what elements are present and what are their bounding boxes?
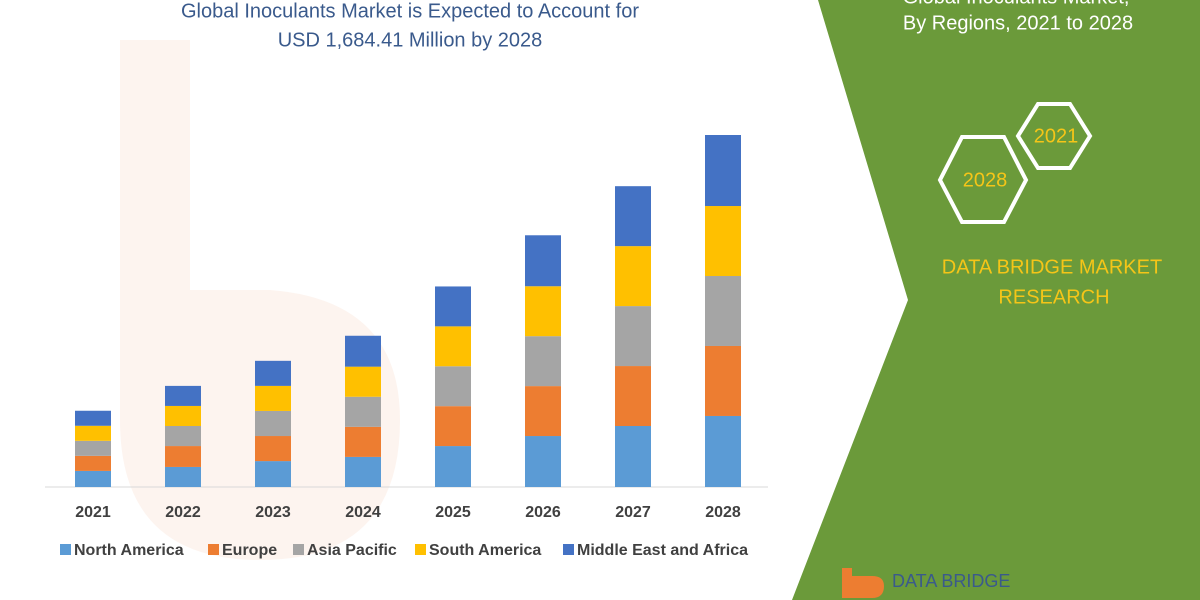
bar-segment (165, 446, 201, 467)
bar-segment (345, 456, 381, 487)
bar-segment (525, 336, 561, 387)
bar-segment (255, 385, 291, 411)
legend-swatch (208, 544, 219, 555)
bar-segment (345, 396, 381, 427)
hexagon (937, 135, 1029, 224)
legend-label: North America (74, 542, 184, 559)
bar-segment (705, 276, 741, 346)
bar-segment (165, 405, 201, 427)
bar-segment (525, 286, 561, 337)
bar-segment (345, 366, 381, 397)
bar-segment (615, 186, 651, 247)
x-tick-label: 2026 (525, 504, 561, 521)
bar-segment (705, 415, 741, 487)
brand-text: RESEARCH (998, 286, 1109, 308)
legend-label: Asia Pacific (307, 542, 397, 559)
legend-label: South America (429, 542, 541, 559)
bar-segment (525, 386, 561, 437)
x-tick-label: 2027 (615, 504, 651, 521)
legend-label: Middle East and Africa (577, 542, 748, 559)
legend-swatch (60, 544, 71, 555)
chart-title: Global Inoculants Market is Expected to … (181, 0, 639, 22)
x-tick-label: 2028 (705, 504, 741, 521)
hexagon (1015, 102, 1093, 170)
chart-title: USD 1,684.41 Million by 2028 (278, 29, 543, 51)
logo-icon (842, 568, 884, 598)
bar-segment (615, 366, 651, 427)
bar-segment (255, 461, 291, 487)
bar-segment (435, 446, 471, 487)
bar-segment (525, 235, 561, 287)
bar-segment (165, 426, 201, 447)
x-tick-label: 2022 (165, 504, 201, 521)
x-tick-label: 2021 (75, 504, 111, 521)
bar-segment (75, 470, 111, 487)
bar-segment (705, 206, 741, 277)
bar-segment (525, 436, 561, 487)
bar-segment (75, 440, 111, 456)
bar-segment (255, 410, 291, 437)
bar-segment (345, 335, 381, 367)
bar-segment (75, 410, 111, 426)
bar-segment (165, 385, 201, 406)
side-heading: By Regions, 2021 to 2028 (903, 12, 1133, 34)
side-heading: Global Inoculants Market, (903, 0, 1130, 8)
logo-text: DATA BRIDGE (892, 571, 1010, 591)
hexagon-label: 2021 (1034, 125, 1079, 147)
bar-segment (435, 366, 471, 407)
bar-segment (615, 246, 651, 307)
bar-segment (165, 466, 201, 487)
x-tick-label: 2024 (345, 504, 381, 521)
bar-segment (75, 425, 111, 441)
brand-text: DATA BRIDGE MARKET (942, 256, 1162, 278)
x-tick-label: 2023 (255, 504, 291, 521)
bar-segment (615, 306, 651, 367)
legend-swatch (415, 544, 426, 555)
bar-segment (435, 326, 471, 367)
bar-segment (75, 455, 111, 471)
legend-label: Europe (222, 542, 277, 559)
x-tick-label: 2025 (435, 504, 471, 521)
bar-segment (435, 406, 471, 447)
legend-swatch (293, 544, 304, 555)
bar-segment (705, 135, 741, 207)
bar-segment (435, 286, 471, 327)
hexagon-label: 2028 (963, 169, 1008, 191)
side-panel (792, 0, 1200, 600)
bar-segment (705, 345, 741, 416)
bar-segment (345, 426, 381, 457)
legend-swatch (563, 544, 574, 555)
bar-segment (615, 426, 651, 487)
bar-segment (255, 360, 291, 386)
bar-segment (255, 436, 291, 462)
